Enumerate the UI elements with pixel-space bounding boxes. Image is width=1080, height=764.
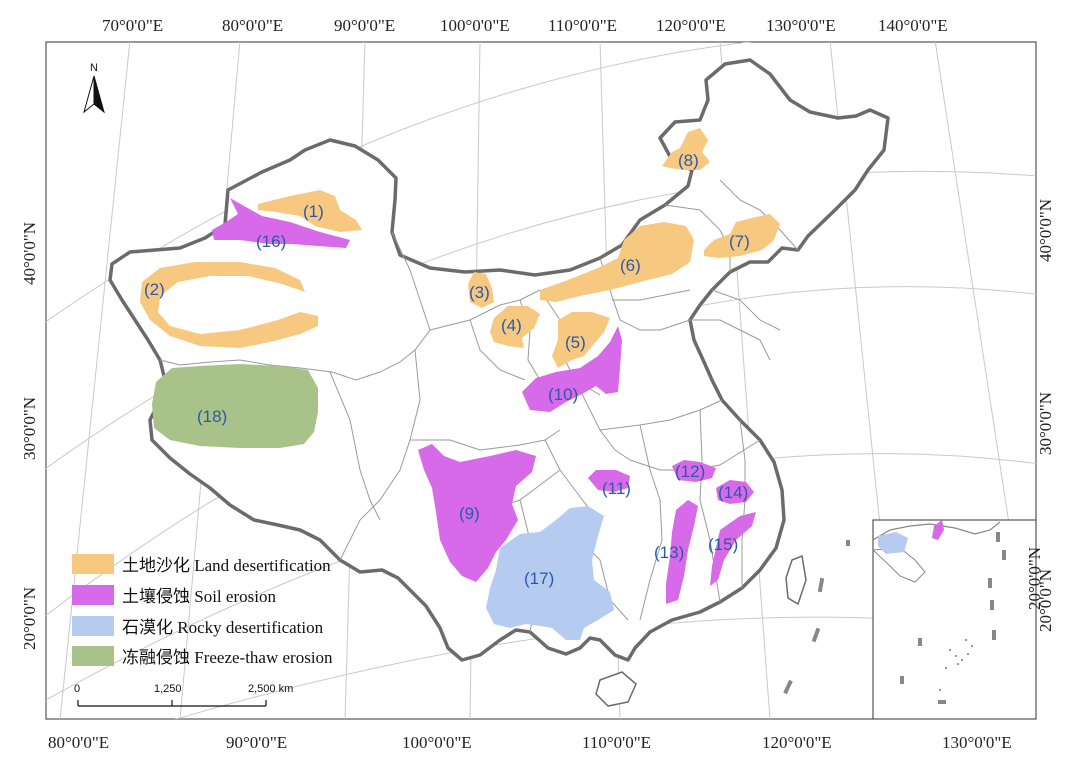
region-17-area: [486, 506, 614, 640]
region-label-7: (7): [729, 232, 750, 251]
region-13-area: [666, 500, 698, 604]
region-5-area: [552, 312, 610, 368]
right-lat-20: 20°0'0"N: [1036, 569, 1055, 632]
region-label-9: (9): [459, 504, 480, 523]
legend-label-freeze-thaw: 冻融侵蚀 Freeze-thaw erosion: [122, 648, 333, 667]
left-lat-30: 30°0'0"N: [20, 397, 39, 460]
south-sea-islands: [783, 540, 850, 695]
region-label-10: (10): [548, 385, 578, 404]
top-lon-130: 130°0'0"E: [766, 16, 836, 35]
inset-map: 20°0'0"N: [872, 519, 1044, 720]
region-10-area: [522, 326, 622, 412]
region-labels: (1) (2) (3) (4) (5) (6) (7) (8) (9) (10)…: [144, 151, 750, 588]
hainan-island: [595, 671, 637, 707]
bottom-lon-90: 90°0'0"E: [226, 733, 287, 752]
top-longitude-labels: 70°0'0"E 80°0'0"E 90°0'0"E 100°0'0"E 110…: [102, 16, 948, 35]
legend-label-land-desertification: 土地沙化 Land desertification: [122, 556, 331, 575]
top-lon-120: 120°0'0"E: [656, 16, 726, 35]
legend-swatch-land-desertification: [72, 554, 114, 574]
legend-label-soil-erosion: 土壤侵蚀 Soil erosion: [122, 586, 276, 606]
bottom-longitude-labels: 80°0'0"E 90°0'0"E 100°0'0"E 110°0'0"E 12…: [48, 733, 1012, 752]
top-lon-90: 90°0'0"E: [334, 16, 395, 35]
top-lon-100: 100°0'0"E: [440, 16, 510, 35]
scale-bar: 0 1,250 2,500 km: [74, 683, 293, 707]
inset-latitude-label: 20°0'0"N: [1025, 547, 1044, 610]
north-arrow-label: N: [90, 62, 98, 74]
region-label-3: (3): [469, 283, 490, 302]
region-3-area: [468, 272, 494, 308]
bottom-lon-110: 110°0'0"E: [582, 733, 651, 752]
region-label-2: (2): [144, 280, 165, 299]
region-6-area: [540, 222, 694, 302]
region-16-area: [212, 198, 350, 248]
region-label-5: (5): [565, 333, 586, 352]
region-label-17: (17): [524, 569, 554, 588]
legend: 土地沙化 Land desertification 土壤侵蚀 Soil eros…: [72, 554, 333, 667]
region-15-area: [710, 512, 756, 586]
region-8-area: [662, 128, 710, 170]
region-label-14: (14): [718, 483, 748, 502]
legend-label-rocky-desertification: 石漠化 Rocky desertification: [122, 618, 324, 637]
scale-tick-0: 0: [74, 683, 80, 695]
region-9-area: [418, 444, 536, 582]
top-lon-140: 140°0'0"E: [878, 16, 948, 35]
bottom-lon-100: 100°0'0"E: [402, 733, 472, 752]
region-label-6: (6): [620, 256, 641, 275]
bottom-lon-120: 120°0'0"E: [762, 733, 832, 752]
right-lat-30: 30°0'0"N: [1036, 392, 1055, 455]
north-arrow: N: [83, 62, 105, 114]
region-7-area: [704, 214, 780, 258]
region-label-11: (11): [602, 479, 631, 498]
left-latitude-labels: 40°0'0"N 30°0'0"N 20°0'0"N: [20, 222, 39, 650]
region-label-13: (13): [654, 543, 684, 562]
left-lat-20: 20°0'0"N: [20, 587, 39, 650]
region-label-4: (4): [501, 316, 522, 335]
region-2-area: [140, 262, 318, 348]
right-lat-40: 40°0'0"N: [1036, 199, 1055, 262]
region-label-15: (15): [708, 535, 738, 554]
top-lon-70: 70°0'0"E: [102, 16, 163, 35]
bottom-lon-130: 130°0'0"E: [942, 733, 1012, 752]
legend-swatch-rocky-desertification: [72, 616, 114, 636]
right-latitude-labels: 40°0'0"N 30°0'0"N 20°0'0"N: [1036, 199, 1055, 632]
region-14-area: [716, 480, 754, 504]
region-1-area: [258, 190, 362, 232]
region-label-1: (1): [303, 202, 324, 221]
top-lon-110: 110°0'0"E: [548, 16, 617, 35]
region-11-area: [588, 470, 630, 492]
legend-swatch-freeze-thaw: [72, 646, 114, 666]
bottom-lon-80: 80°0'0"E: [48, 733, 109, 752]
region-label-16: (16): [256, 232, 286, 251]
taiwan-island: [785, 554, 807, 606]
scale-tick-2500: 2,500 km: [248, 683, 293, 695]
region-4-area: [490, 306, 540, 348]
region-18-area: [152, 364, 318, 448]
legend-swatch-soil-erosion: [72, 585, 114, 605]
region-label-12: (12): [675, 462, 705, 481]
top-lon-80: 80°0'0"E: [222, 16, 283, 35]
scale-tick-1250: 1,250: [154, 683, 182, 695]
left-lat-40: 40°0'0"N: [20, 222, 39, 285]
region-label-18: (18): [197, 407, 227, 426]
region-12-area: [672, 460, 716, 482]
region-label-8: (8): [678, 151, 699, 170]
